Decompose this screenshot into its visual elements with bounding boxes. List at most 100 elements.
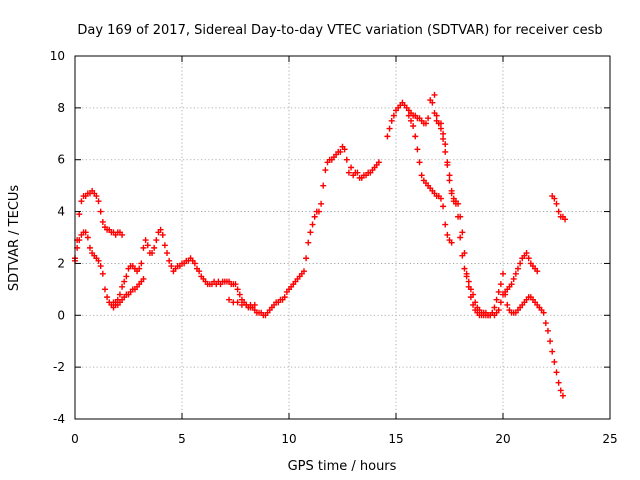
data-point xyxy=(76,211,83,218)
data-point xyxy=(116,291,123,298)
data-point xyxy=(119,231,126,238)
data-point xyxy=(138,260,145,267)
data-point xyxy=(84,234,91,241)
data-point xyxy=(232,281,239,288)
data-point xyxy=(159,231,166,238)
y-tick-label: 2 xyxy=(57,256,65,270)
data-point xyxy=(418,172,425,179)
series-track-f xyxy=(405,112,455,246)
data-point xyxy=(136,265,143,272)
data-point xyxy=(495,288,502,295)
data-point xyxy=(101,286,108,293)
data-point xyxy=(78,198,85,205)
data-point xyxy=(442,141,449,148)
data-point xyxy=(457,234,464,241)
data-point xyxy=(414,146,421,153)
data-point xyxy=(416,159,423,166)
data-point xyxy=(493,296,500,303)
data-point xyxy=(76,237,83,244)
data-point xyxy=(551,358,558,365)
y-axis-label: SDTVAR / TECUs xyxy=(7,185,22,292)
data-point xyxy=(95,198,102,205)
data-point xyxy=(140,275,147,282)
data-point xyxy=(489,309,496,316)
data-point xyxy=(446,177,453,184)
data-point xyxy=(504,301,511,308)
data-point xyxy=(93,193,100,200)
data-point xyxy=(337,148,344,155)
data-point xyxy=(433,112,440,119)
data-point xyxy=(429,99,436,106)
data-point xyxy=(500,270,506,277)
data-point xyxy=(300,268,307,275)
y-tick-label: 10 xyxy=(50,49,65,63)
axis-ticks: 0 5 10 15 20 25 -4 -2 0 2 4 6 8 10 xyxy=(50,49,618,446)
data-point xyxy=(315,208,322,215)
data-point xyxy=(510,275,517,282)
data-point xyxy=(149,250,156,257)
data-point xyxy=(281,294,288,301)
data-point xyxy=(542,320,549,327)
data-point xyxy=(318,200,325,207)
data-point xyxy=(440,203,447,210)
data-point xyxy=(514,265,521,272)
data-point xyxy=(386,125,393,132)
grid xyxy=(75,56,610,419)
series-track-h xyxy=(549,193,569,223)
data-point xyxy=(425,115,432,122)
data-point xyxy=(388,117,395,124)
data-point xyxy=(455,213,462,220)
data-point xyxy=(151,244,158,251)
data-point xyxy=(309,221,316,228)
data-point xyxy=(345,169,352,176)
data-point xyxy=(459,229,466,236)
data-point xyxy=(142,237,149,244)
x-tick-label: 20 xyxy=(495,432,510,446)
data-point xyxy=(412,133,419,140)
data-point xyxy=(472,299,479,306)
data-point xyxy=(562,216,569,223)
data-point xyxy=(440,130,447,137)
data-point xyxy=(525,255,532,262)
x-tick-label: 15 xyxy=(388,432,403,446)
data-point xyxy=(551,195,558,202)
data-point xyxy=(236,291,243,298)
data-point xyxy=(166,257,173,264)
y-tick-label: -2 xyxy=(53,360,65,374)
data-point xyxy=(97,208,104,215)
data-point xyxy=(104,294,111,301)
series-track-a xyxy=(72,187,126,264)
series-track-e xyxy=(384,97,541,319)
data-point xyxy=(467,286,474,293)
data-point xyxy=(86,244,93,251)
data-point xyxy=(384,133,391,140)
x-tick-label: 10 xyxy=(281,432,296,446)
data-point xyxy=(442,221,449,228)
data-point xyxy=(97,263,104,270)
x-tick-label: 5 xyxy=(178,432,186,446)
data-point xyxy=(497,281,504,288)
data-point xyxy=(123,273,130,280)
data-point xyxy=(196,268,203,275)
data-point xyxy=(557,387,564,394)
data-point xyxy=(348,164,355,171)
data-point xyxy=(226,296,233,303)
data-point xyxy=(305,239,312,246)
data-point xyxy=(157,226,164,233)
data-point xyxy=(508,281,515,288)
data-point xyxy=(437,125,444,132)
y-tick-label: -4 xyxy=(53,412,65,426)
series-track-c xyxy=(110,275,147,308)
data-point xyxy=(99,218,106,225)
series-track-d xyxy=(226,296,258,308)
data-point xyxy=(410,123,417,130)
data-point xyxy=(444,231,451,238)
data-point xyxy=(164,250,171,257)
data-point xyxy=(320,182,327,189)
y-tick-label: 4 xyxy=(57,205,65,219)
data-point xyxy=(303,255,310,262)
data-point xyxy=(407,117,414,124)
data-point xyxy=(251,301,258,308)
y-tick-label: 0 xyxy=(57,308,65,322)
data-point xyxy=(540,309,547,316)
